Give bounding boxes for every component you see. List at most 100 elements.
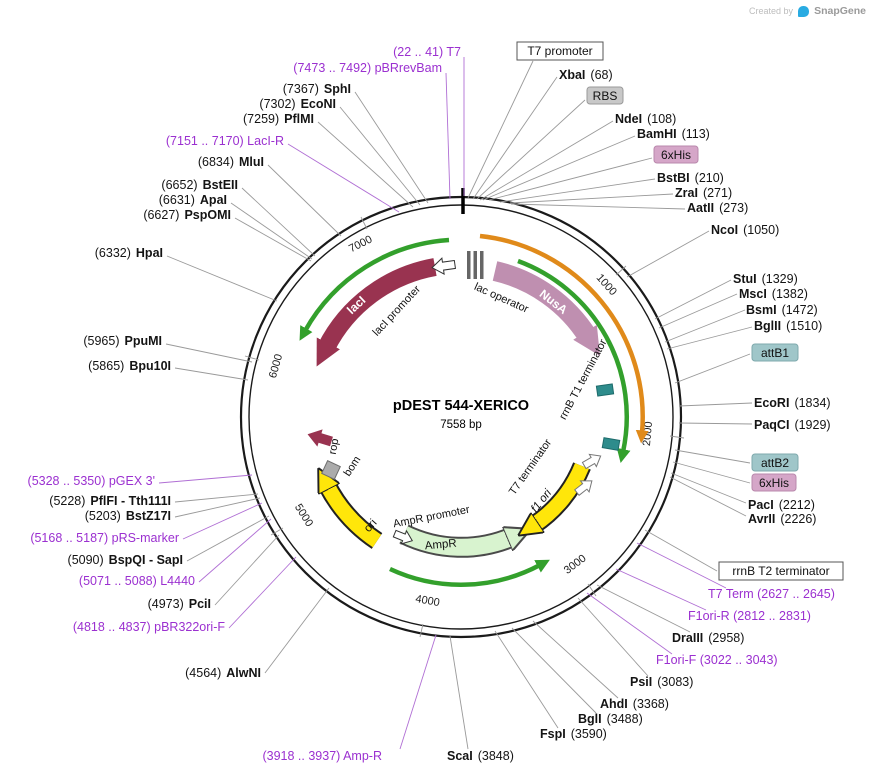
site-label-bsmI: BsmI (1472) <box>746 303 818 317</box>
leader-line <box>449 635 469 750</box>
site-label-bglII: BglII (1510) <box>754 319 822 333</box>
plasmid-size: 7558 bp <box>440 419 482 431</box>
leader-line <box>182 502 263 540</box>
site-label-psiI: PsiI (3083) <box>630 675 693 689</box>
plasmid-ring-outer <box>239 195 683 639</box>
chip-6xhis-right: 6xHis <box>751 473 797 492</box>
site-label-bstBI: BstBI (210) <box>657 171 724 185</box>
leader-line <box>445 72 451 200</box>
leader-line <box>476 99 586 200</box>
leader-line <box>472 76 558 200</box>
site-label-ppuMI: (5965) PpuMI <box>83 334 162 348</box>
leader-line <box>264 587 330 674</box>
snapgene-credit: Created by SnapGene <box>749 5 866 17</box>
leader-line <box>615 568 707 611</box>
t7-terminator-mark <box>601 437 621 451</box>
leader-line <box>354 91 429 204</box>
site-label-mscI: MscI (1382) <box>739 287 808 301</box>
lac-operator-bar <box>480 251 484 279</box>
ampR-promoter-label: AmpR promoter <box>392 504 471 531</box>
site-label-pacI: PacI (2212) <box>748 498 815 512</box>
leader-line <box>174 367 249 381</box>
leader-line <box>174 497 261 518</box>
rrnB-T1-terminator-mark <box>595 383 615 397</box>
leader-line <box>198 518 272 583</box>
site-label-draIII: DraIII (2958) <box>672 631 744 645</box>
site-label-bspQI: (5090) BspQI - SapI <box>68 553 183 567</box>
leader-line <box>499 178 656 203</box>
site-label-aatII: AatII (273) <box>687 201 748 215</box>
leader-line <box>287 143 400 213</box>
orf-arc-green-bottom <box>389 559 550 587</box>
primer-label-L4440: (5071 .. 5088) L4440 <box>79 574 195 588</box>
ampR-label: AmpR <box>424 538 457 553</box>
lacI-promoter-arrow <box>431 257 457 275</box>
primer-label-Amp-R: (3918 .. 3937) Amp-R <box>262 749 382 763</box>
site-label-bamHI: BamHI (113) <box>637 127 710 141</box>
leader-line <box>228 556 297 629</box>
chip-t7-promoter: T7 promoter <box>516 41 604 61</box>
chip-6xhis-top: 6xHis <box>653 145 699 164</box>
chip-rrnb-t2-label: rrnB T2 terminator <box>732 564 829 578</box>
leader-line <box>267 164 342 237</box>
tick-7000 <box>360 216 368 230</box>
site-label-fspI: FspI (3590) <box>540 727 607 741</box>
leader-line <box>674 353 751 384</box>
site-label-ecoNI: (7302) EcoNI <box>259 97 336 111</box>
leader-line <box>654 279 732 320</box>
primer-label-pbrrevbam: (7473 .. 7492) pBRrevBam <box>293 61 442 75</box>
site-label-ecoRI: EcoRI (1834) <box>754 396 831 410</box>
leader-line <box>586 592 673 655</box>
leader-line <box>644 529 718 572</box>
leader-line <box>174 493 259 503</box>
t7-terminator-label: T7 terminator <box>507 437 555 498</box>
leader-line <box>165 343 253 363</box>
leader-line <box>186 515 270 562</box>
site-label-stuI: StuI (1329) <box>733 272 798 286</box>
leader-line <box>532 620 619 699</box>
leader-line <box>626 230 710 278</box>
leader-line <box>509 193 674 204</box>
lac-operator-bar <box>467 251 471 279</box>
primer-label-pRS-marker: (5168 .. 5187) pRS-marker <box>30 531 179 545</box>
small-white-arrow <box>581 453 602 470</box>
snapgene-brand: SnapGene <box>814 5 866 17</box>
site-label-pciI: (4973) PciI <box>148 597 211 611</box>
leader-line <box>234 217 312 262</box>
leader-line <box>674 449 751 464</box>
rop-label: rop <box>327 438 342 456</box>
primer-label-F1ori-R: F1ori-R (2812 .. 2831) <box>688 609 811 623</box>
leader-line <box>672 461 751 484</box>
site-label-bstEII: (6652) BstEII <box>161 178 238 192</box>
site-label-mluI: (6834) MluI <box>198 155 264 169</box>
ampR-promoter-arrow <box>392 529 414 545</box>
chip-attb2: attB2 <box>751 453 799 472</box>
leader-line <box>494 630 559 729</box>
site-label-apaI: (6631) ApaI <box>159 193 227 207</box>
tick-1000 <box>615 265 627 276</box>
site-label-paqCI: PaqCI (1929) <box>754 418 831 432</box>
leader-line <box>596 584 691 633</box>
credit-prefix: Created by <box>749 6 794 16</box>
site-label-bpu10I: (5865) Bpu10I <box>88 359 171 373</box>
site-label-ndeI: NdeI (108) <box>615 112 676 126</box>
bom-box <box>321 460 341 480</box>
leader-line <box>230 202 313 260</box>
leader-line <box>467 60 534 199</box>
leader-line <box>658 293 738 329</box>
leader-line <box>241 187 316 257</box>
leader-line <box>339 106 421 206</box>
chip-6xhis-top-label: 6xHis <box>661 148 691 162</box>
orf-arc-orange <box>479 233 649 444</box>
bom-label: bom <box>342 454 364 478</box>
tick-label-5000: 5000 <box>292 502 315 529</box>
tick-4000 <box>419 623 424 638</box>
primer-label-pBR322ori-F: (4818 .. 4837) pBR322ori-F <box>73 620 226 634</box>
tick-3000 <box>587 583 597 597</box>
site-label-zraI: ZraI (271) <box>675 186 732 200</box>
chip-attb1-label: attB1 <box>761 346 789 360</box>
primer-label-pGEX3: (5328 .. 5350) pGEX 3' <box>28 474 155 488</box>
leader-line <box>166 255 278 302</box>
rop-arrow <box>307 429 333 447</box>
